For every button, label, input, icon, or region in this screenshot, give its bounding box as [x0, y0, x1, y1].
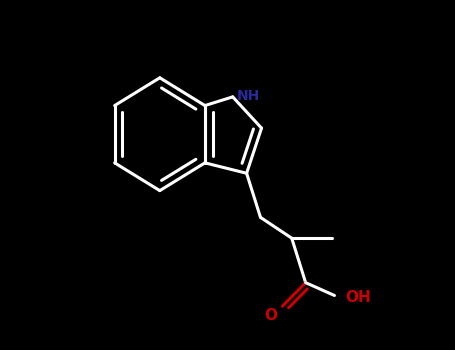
- Text: NH: NH: [237, 89, 260, 103]
- Text: O: O: [264, 308, 278, 323]
- Text: OH: OH: [345, 290, 371, 305]
